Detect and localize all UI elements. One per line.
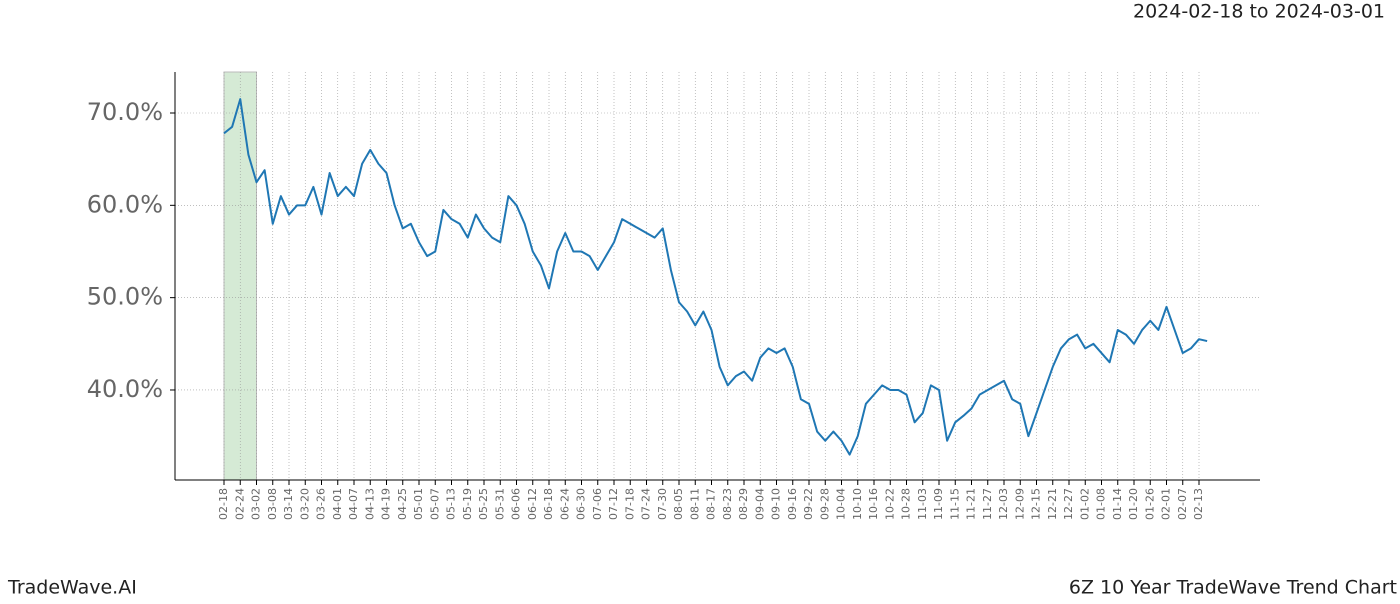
x-tick-label: 09-10 — [770, 488, 783, 520]
x-tick-label: 01-26 — [1143, 488, 1156, 520]
x-tick-label: 07-18 — [623, 488, 636, 520]
x-tick-label: 04-01 — [331, 488, 344, 520]
x-tick-label: 11-27 — [981, 488, 994, 520]
x-tick-label: 04-13 — [363, 488, 376, 520]
x-tick-label: 05-31 — [493, 488, 506, 520]
x-tick-label: 11-21 — [965, 488, 978, 520]
x-tick-label: 07-12 — [607, 488, 620, 520]
x-tick-label: 09-22 — [802, 488, 815, 520]
x-tick-label: 05-07 — [428, 488, 441, 520]
x-tick-label: 04-25 — [396, 488, 409, 520]
x-tick-label: 01-08 — [1095, 488, 1108, 520]
x-tick-label: 03-26 — [315, 488, 328, 520]
x-tick-label: 05-25 — [477, 488, 490, 520]
x-tick-label: 10-28 — [900, 488, 913, 520]
x-tick-label: 12-21 — [1046, 488, 1059, 520]
x-tick-label: 08-23 — [721, 488, 734, 520]
x-tick-label: 09-16 — [786, 488, 799, 520]
trend-line — [223, 98, 1208, 456]
x-tick-label: 05-19 — [461, 488, 474, 520]
x-tick-label: 01-14 — [1111, 488, 1124, 520]
x-tick-label: 04-07 — [347, 488, 360, 520]
y-tick-label: 70.0% — [87, 98, 163, 126]
x-tick-label: 01-02 — [1078, 488, 1091, 520]
x-tick-label: 01-20 — [1127, 488, 1140, 520]
x-tick-label: 06-18 — [542, 488, 555, 520]
x-tick-label: 06-24 — [558, 488, 571, 520]
x-tick-label: 02-01 — [1160, 488, 1173, 520]
x-tick-label: 05-01 — [412, 488, 425, 520]
x-tick-label: 07-24 — [640, 488, 653, 520]
x-tick-label: 12-09 — [1013, 488, 1026, 520]
x-tick-label: 08-29 — [737, 488, 750, 520]
x-tick-label: 08-11 — [688, 488, 701, 520]
x-tick-label: 10-22 — [883, 488, 896, 520]
x-tick-label: 06-12 — [526, 488, 539, 520]
x-tick-label: 11-15 — [948, 488, 961, 520]
x-tick-label: 04-19 — [380, 488, 393, 520]
x-tick-label: 03-14 — [282, 488, 295, 520]
x-tick-label: 08-05 — [672, 488, 685, 520]
x-tick-label: 12-03 — [997, 488, 1010, 520]
x-tick-label: 02-07 — [1176, 488, 1189, 520]
x-tick-label: 10-04 — [835, 488, 848, 520]
watermark: TradeWave.AI — [7, 577, 137, 599]
x-tick-label: 06-30 — [575, 488, 588, 520]
x-tick-label: 03-02 — [250, 488, 263, 520]
x-tick-label: 07-30 — [656, 488, 669, 520]
x-tick-label: 09-04 — [753, 488, 766, 520]
x-tick-label: 05-13 — [445, 488, 458, 520]
date-range: 2024-02-18 to 2024-03-01 — [1133, 1, 1385, 23]
x-tick-label: 12-27 — [1062, 488, 1075, 520]
x-tick-label: 11-03 — [916, 488, 929, 520]
x-tick-label: 08-17 — [705, 488, 718, 520]
x-tick-label: 11-09 — [932, 488, 945, 520]
x-tick-label: 02-18 — [217, 488, 230, 520]
x-tick-label: 07-06 — [591, 488, 604, 520]
footer: 6Z 10 Year TradeWave Trend Chart — [1069, 577, 1397, 599]
y-tick-label: 60.0% — [87, 190, 163, 218]
x-tick-label: 03-20 — [298, 488, 311, 520]
y-tick-label: 50.0% — [87, 283, 163, 311]
x-tick-label: 12-15 — [1030, 488, 1043, 520]
x-tick-label: 09-28 — [818, 488, 831, 520]
x-tick-label: 03-08 — [266, 488, 279, 520]
x-tick-label: 02-24 — [233, 488, 246, 520]
x-tick-label: 02-13 — [1192, 488, 1205, 520]
x-tick-label: 06-06 — [510, 488, 523, 520]
x-tick-label: 10-16 — [867, 488, 880, 520]
x-tick-label: 10-10 — [851, 488, 864, 520]
y-tick-label: 40.0% — [87, 375, 163, 403]
